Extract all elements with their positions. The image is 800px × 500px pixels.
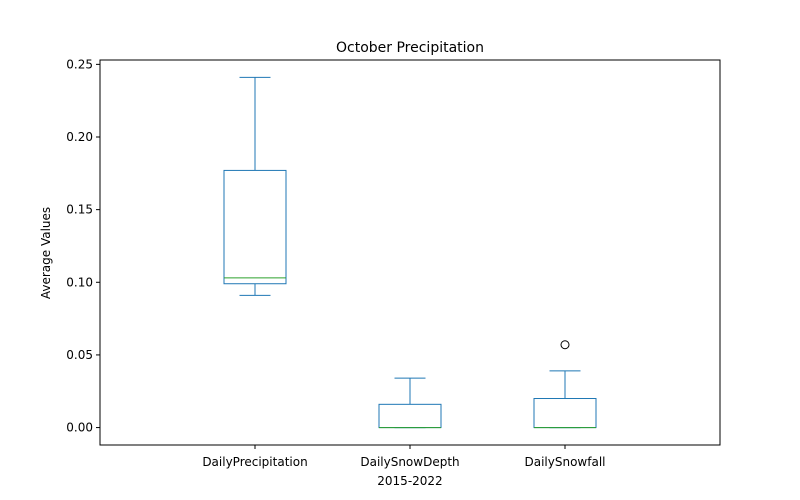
x-axis-label: 2015-2022 (377, 474, 442, 488)
iqr-box (378, 403, 442, 429)
y-tick-label: 0.05 (66, 348, 93, 362)
iqr-box (533, 398, 597, 429)
y-tick-label: 0.15 (66, 203, 93, 217)
x-tick-label: DailySnowDepth (360, 455, 459, 469)
y-tick-label: 0.25 (66, 57, 93, 71)
x-tick-label: DailyPrecipitation (202, 455, 307, 469)
x-tick-label: DailySnowfall (525, 455, 606, 469)
axes-frame (99, 59, 721, 446)
outlier-point (560, 340, 570, 350)
y-tick-label: 0.10 (66, 275, 93, 289)
plot-area: 0.00 0.05 0.10 0.15 0.20 0.25 DailyPrecipitati… (66, 57, 605, 469)
iqr-box (223, 169, 287, 285)
y-axis-label: Average Values (39, 207, 53, 299)
y-tick-label: 0.20 (66, 130, 93, 144)
chart-title: October Precipitation (336, 40, 484, 56)
y-tick-label: 0.00 (66, 421, 93, 435)
